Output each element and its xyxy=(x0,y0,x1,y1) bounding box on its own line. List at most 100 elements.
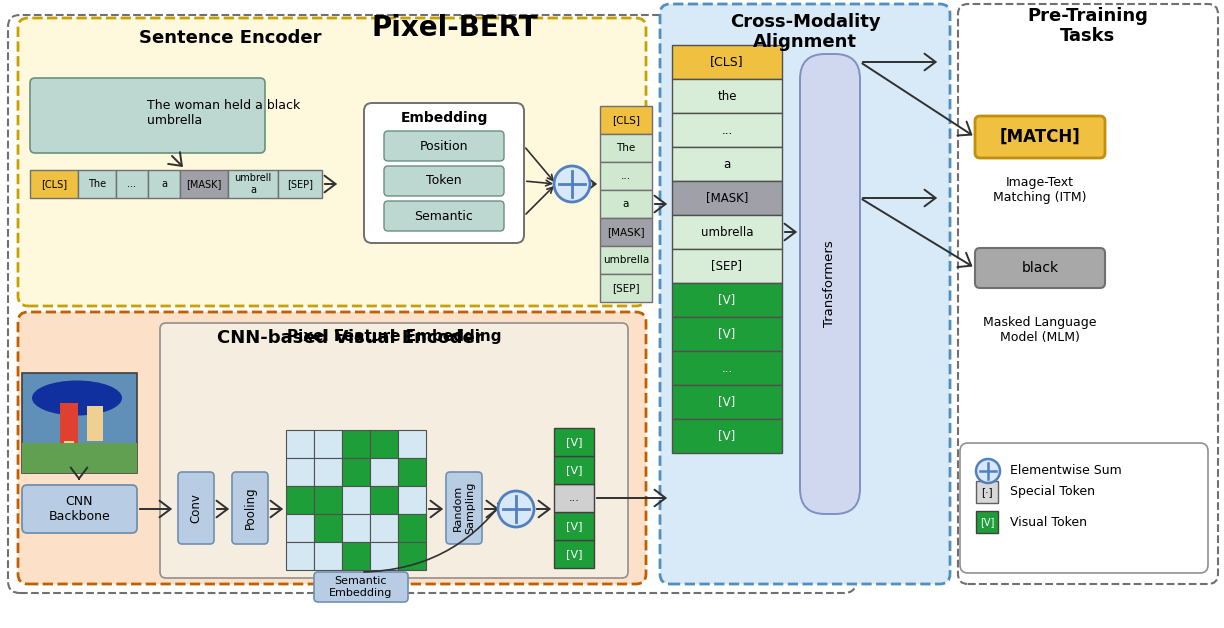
Bar xyxy=(370,486,398,514)
Text: [CLS]: [CLS] xyxy=(612,115,640,125)
Bar xyxy=(341,458,370,486)
Text: [V]: [V] xyxy=(980,517,994,527)
Bar xyxy=(87,406,103,441)
Bar xyxy=(286,514,315,542)
Text: ...: ... xyxy=(721,124,733,136)
Bar xyxy=(370,430,398,458)
Text: umbrella: umbrella xyxy=(603,255,649,265)
Bar xyxy=(600,162,652,190)
Text: [V]: [V] xyxy=(718,430,736,443)
FancyBboxPatch shape xyxy=(18,18,646,306)
Bar xyxy=(228,170,278,198)
Bar xyxy=(976,511,998,533)
Bar xyxy=(672,351,782,385)
FancyBboxPatch shape xyxy=(960,443,1208,573)
Text: [SEP]: [SEP] xyxy=(286,179,313,189)
Bar xyxy=(672,181,782,215)
Text: [V]: [V] xyxy=(718,327,736,340)
Text: [·]: [·] xyxy=(982,487,993,497)
Circle shape xyxy=(498,491,534,527)
Bar xyxy=(554,428,594,456)
Text: [SEP]: [SEP] xyxy=(711,259,743,273)
Circle shape xyxy=(554,166,590,202)
Text: Embedding: Embedding xyxy=(400,111,487,125)
Text: Pooling: Pooling xyxy=(244,487,257,529)
Text: [MASK]: [MASK] xyxy=(607,227,645,237)
Text: The woman held a black
umbrella: The woman held a black umbrella xyxy=(147,99,300,127)
Bar xyxy=(554,456,594,484)
Bar xyxy=(315,542,341,570)
Text: Random
Sampling: Random Sampling xyxy=(453,482,475,534)
FancyBboxPatch shape xyxy=(384,166,504,196)
Bar xyxy=(315,514,341,542)
Text: Token: Token xyxy=(426,175,461,188)
Bar xyxy=(22,373,137,473)
Bar xyxy=(600,274,652,302)
Bar xyxy=(78,170,116,198)
Bar xyxy=(600,246,652,274)
Text: Pixel-BERT: Pixel-BERT xyxy=(372,14,539,42)
Bar xyxy=(286,458,315,486)
Bar xyxy=(600,218,652,246)
FancyBboxPatch shape xyxy=(22,485,137,533)
Text: [CLS]: [CLS] xyxy=(40,179,67,189)
Bar xyxy=(554,484,594,512)
Text: Sentence Encoder: Sentence Encoder xyxy=(138,29,321,47)
FancyBboxPatch shape xyxy=(233,472,268,544)
Text: Masked Language
Model (MLM): Masked Language Model (MLM) xyxy=(983,316,1097,344)
FancyBboxPatch shape xyxy=(364,103,524,243)
Text: [MASK]: [MASK] xyxy=(186,179,222,189)
Ellipse shape xyxy=(32,381,122,416)
Text: a: a xyxy=(623,199,629,209)
Bar xyxy=(315,486,341,514)
Bar xyxy=(672,45,782,79)
Bar xyxy=(554,540,594,568)
Bar xyxy=(341,430,370,458)
FancyBboxPatch shape xyxy=(177,472,214,544)
Bar xyxy=(60,403,78,443)
Text: umbrella: umbrella xyxy=(701,225,753,239)
FancyBboxPatch shape xyxy=(18,312,646,584)
Bar xyxy=(600,190,652,218)
Bar xyxy=(341,542,370,570)
Text: Semantic: Semantic xyxy=(415,210,474,222)
Bar xyxy=(315,458,341,486)
Bar xyxy=(341,514,370,542)
Text: Visual Token: Visual Token xyxy=(1010,516,1087,529)
Text: a: a xyxy=(162,179,166,189)
Bar xyxy=(31,170,78,198)
Text: the: the xyxy=(717,90,737,102)
Bar xyxy=(672,113,782,147)
Text: Special Token: Special Token xyxy=(1010,485,1095,499)
Text: Conv: Conv xyxy=(190,493,202,523)
Text: [V]: [V] xyxy=(565,437,583,447)
Bar xyxy=(554,512,594,540)
FancyBboxPatch shape xyxy=(446,472,482,544)
Bar xyxy=(286,542,315,570)
Bar xyxy=(370,458,398,486)
Text: Position: Position xyxy=(420,139,469,153)
Text: ...: ... xyxy=(621,171,632,181)
FancyBboxPatch shape xyxy=(384,201,504,231)
Text: Transformers: Transformers xyxy=(824,241,836,327)
Text: Elementwise Sum: Elementwise Sum xyxy=(1010,465,1121,477)
Bar xyxy=(286,430,315,458)
Text: [V]: [V] xyxy=(565,549,583,559)
Circle shape xyxy=(976,459,1000,483)
FancyBboxPatch shape xyxy=(160,323,628,578)
Text: [V]: [V] xyxy=(718,396,736,408)
Bar xyxy=(148,170,180,198)
Bar xyxy=(315,430,341,458)
Text: [MATCH]: [MATCH] xyxy=(1000,128,1081,146)
Text: [V]: [V] xyxy=(565,521,583,531)
Text: a: a xyxy=(723,158,731,170)
FancyBboxPatch shape xyxy=(660,4,950,584)
Bar xyxy=(341,486,370,514)
Bar xyxy=(600,134,652,162)
Bar xyxy=(398,542,426,570)
Bar xyxy=(672,385,782,419)
Text: CNN-based Visual Encoder: CNN-based Visual Encoder xyxy=(217,329,483,347)
Text: CNN
Backbone: CNN Backbone xyxy=(49,495,110,523)
Bar xyxy=(370,542,398,570)
Bar xyxy=(600,106,652,134)
